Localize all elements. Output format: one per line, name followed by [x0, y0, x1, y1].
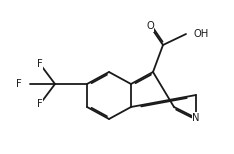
Text: F: F: [37, 99, 43, 109]
Text: O: O: [146, 21, 154, 31]
Text: F: F: [16, 79, 22, 89]
Text: N: N: [192, 113, 200, 123]
Text: F: F: [37, 59, 43, 69]
Text: OH: OH: [194, 29, 209, 39]
